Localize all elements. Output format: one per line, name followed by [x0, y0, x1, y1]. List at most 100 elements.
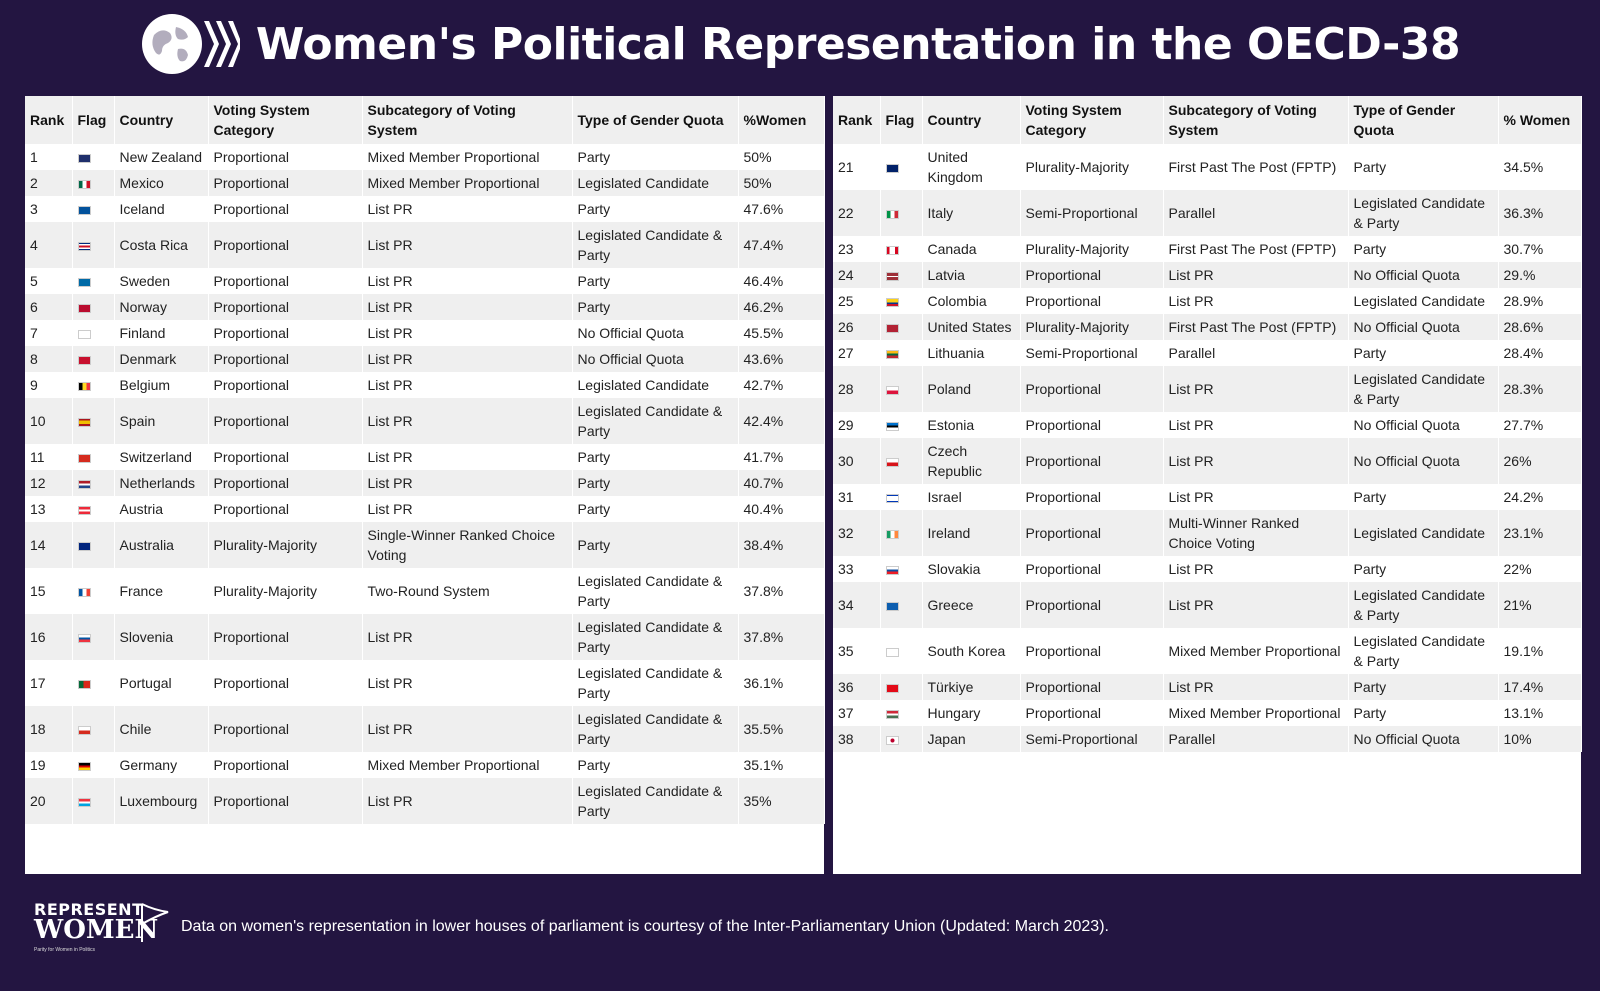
rank-cell: 10 — [25, 398, 73, 444]
voting-subcategory-cell: List PR — [362, 320, 573, 346]
table-row: 33 Slovakia Proportional List PR Party 22% — [833, 556, 1582, 582]
voting-subcategory-cell: List PR — [1163, 582, 1349, 628]
rank-cell: 22 — [833, 190, 881, 236]
flag-cell — [72, 660, 115, 706]
table-row: 8 Denmark Proportional List PR No Official Q… — [25, 346, 825, 372]
country-cell: Germany — [114, 752, 209, 778]
flag-cell — [880, 674, 923, 700]
women-percent-cell: 42.7% — [738, 372, 825, 398]
women-percent-cell: 42.4% — [738, 398, 825, 444]
voting-category-cell: Proportional — [1020, 288, 1164, 314]
logo-main-text: WOMEN — [34, 915, 159, 945]
rank-cell: 2 — [25, 170, 73, 196]
voting-category-cell: Semi-Proportional — [1020, 726, 1164, 752]
gender-quota-cell: Legislated Candidate — [1348, 510, 1499, 556]
flag-cell — [72, 346, 115, 372]
flag-icon — [141, 903, 169, 942]
voting-subcategory-cell: List PR — [362, 294, 573, 320]
represent-women-logo: REPRESENT WOMEN Parity for Women in Poli… — [34, 900, 174, 960]
country-flag-icon — [78, 797, 91, 807]
gender-quota-cell: Legislated Candidate & Party — [1348, 628, 1499, 674]
gender-quota-cell: Legislated Candidate — [1348, 288, 1499, 314]
voting-category-cell: Proportional — [208, 614, 363, 660]
voting-subcategory-cell: Mixed Member Proportional — [362, 170, 573, 196]
country-flag-icon — [886, 493, 899, 503]
women-percent-cell: 46.2% — [738, 294, 825, 320]
country-cell: Portugal — [114, 660, 209, 706]
women-percent-cell: 35% — [738, 778, 825, 824]
women-percent-cell: 28.3% — [1498, 366, 1582, 412]
flag-cell — [72, 320, 115, 346]
country-flag-icon — [886, 385, 899, 395]
country-cell: Slovenia — [114, 614, 209, 660]
flag-cell — [72, 144, 115, 170]
women-percent-cell: 50% — [738, 144, 825, 170]
column-header: Subcategory of Voting System — [362, 96, 573, 144]
country-flag-icon — [886, 709, 899, 719]
voting-category-cell: Semi-Proportional — [1020, 190, 1164, 236]
country-cell: Israel — [922, 484, 1021, 510]
women-percent-cell: 30.7% — [1498, 236, 1582, 262]
rank-cell: 13 — [25, 496, 73, 522]
table-row: 5 Sweden Proportional List PR Party 46.4% — [25, 268, 825, 294]
flag-cell — [72, 778, 115, 824]
table-row: 30 Czech Republic Proportional List PR No Of… — [833, 438, 1582, 484]
country-cell: Australia — [114, 522, 209, 568]
table-row: 28 Poland Proportional List PR Legislated Ca… — [833, 366, 1582, 412]
voting-category-cell: Semi-Proportional — [1020, 340, 1164, 366]
voting-subcategory-cell: List PR — [362, 496, 573, 522]
table-body-left: 1 New Zealand Proportional Mixed Member Pro… — [25, 144, 825, 824]
country-cell: Costa Rica — [114, 222, 209, 268]
voting-subcategory-cell: List PR — [362, 372, 573, 398]
voting-category-cell: Proportional — [1020, 700, 1164, 726]
country-cell: New Zealand — [114, 144, 209, 170]
country-flag-icon — [886, 323, 899, 333]
table-row: 29 Estonia Proportional List PR No Official … — [833, 412, 1582, 438]
flag-cell — [880, 556, 923, 582]
country-flag-icon — [886, 683, 899, 693]
rank-cell: 14 — [25, 522, 73, 568]
women-percent-cell: 29.% — [1498, 262, 1582, 288]
rank-cell: 12 — [25, 470, 73, 496]
flag-cell — [72, 522, 115, 568]
column-header: Country — [922, 96, 1021, 144]
voting-category-cell: Proportional — [1020, 674, 1164, 700]
rank-cell: 28 — [833, 366, 881, 412]
voting-category-cell: Proportional — [208, 660, 363, 706]
column-header: Flag — [880, 96, 923, 144]
women-percent-cell: 41.7% — [738, 444, 825, 470]
table-row: 11 Switzerland Proportional List PR Party 41.… — [25, 444, 825, 470]
country-flag-icon — [78, 303, 91, 313]
women-percent-cell: 13.1% — [1498, 700, 1582, 726]
logo-top-text: REPRESENT — [34, 900, 144, 919]
gender-quota-cell: No Official Quota — [1348, 726, 1499, 752]
country-cell: Canada — [922, 236, 1021, 262]
voting-subcategory-cell: List PR — [362, 614, 573, 660]
voting-category-cell: Proportional — [1020, 438, 1164, 484]
rank-cell: 24 — [833, 262, 881, 288]
gender-quota-cell: Legislated Candidate & Party — [572, 614, 739, 660]
table-row: 1 New Zealand Proportional Mixed Member Pro… — [25, 144, 825, 170]
voting-subcategory-cell: List PR — [362, 444, 573, 470]
women-percent-cell: 10% — [1498, 726, 1582, 752]
country-cell: Japan — [922, 726, 1021, 752]
voting-subcategory-cell: List PR — [1163, 556, 1349, 582]
country-cell: Belgium — [114, 372, 209, 398]
voting-category-cell: Proportional — [1020, 510, 1164, 556]
column-header: Rank — [833, 96, 881, 144]
gender-quota-cell: Party — [1348, 700, 1499, 726]
rank-cell: 4 — [25, 222, 73, 268]
column-header: Subcategory of Voting System — [1163, 96, 1349, 144]
country-cell: United Kingdom — [922, 144, 1021, 190]
ranking-table-right: Rank Flag Country Voting System Category Sub… — [833, 96, 1582, 752]
country-cell: Austria — [114, 496, 209, 522]
rank-cell: 17 — [25, 660, 73, 706]
gender-quota-cell: Legislated Candidate & Party — [572, 568, 739, 614]
rank-cell: 25 — [833, 288, 881, 314]
flag-cell — [72, 196, 115, 222]
gender-quota-cell: No Official Quota — [1348, 438, 1499, 484]
gender-quota-cell: Legislated Candidate & Party — [1348, 190, 1499, 236]
women-percent-cell: 37.8% — [738, 614, 825, 660]
flag-cell — [880, 288, 923, 314]
voting-category-cell: Proportional — [208, 222, 363, 268]
